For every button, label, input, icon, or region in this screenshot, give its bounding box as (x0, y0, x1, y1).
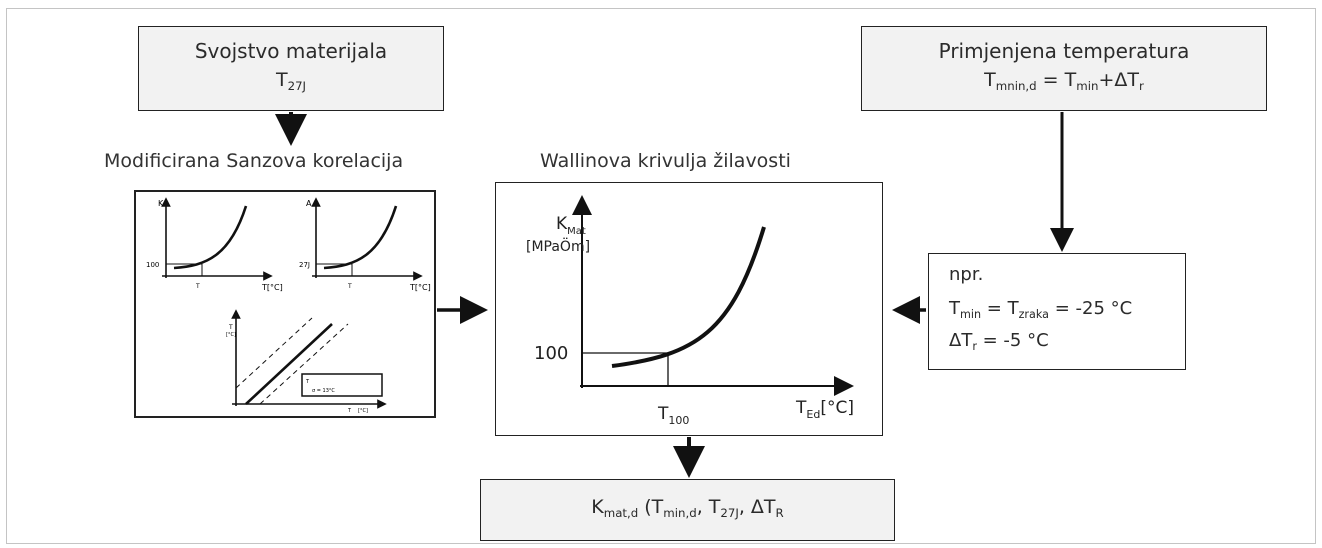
mini-graph-2-x-tick: T (347, 283, 352, 290)
result-formula: Kmat,d (Tmin,d, T27J, ΔTR (591, 496, 784, 521)
example-line-2: ΔTr = -5 °C (949, 330, 1049, 353)
mini-graph-3-y-label: T (228, 324, 233, 331)
example-box: npr. Tmin = Tzraka = -25 °C ΔTr = -5 °C (928, 253, 1186, 370)
mini-graph-impact-energy: A 27J T T[°C] (299, 197, 431, 292)
example-line-1: Tmin = Tzraka = -25 °C (949, 298, 1133, 321)
applied-temperature-box: Primjenjena temperatura Tmnin,d = Tmin+Δ… (861, 26, 1267, 111)
mini-graph-3-legend-1: T (305, 379, 310, 385)
mini-graph-1-y-label: K (158, 199, 164, 208)
mini-graph-2-x-axis: T[°C] (409, 283, 431, 292)
mini-graph-1-x-tick: T (195, 283, 200, 290)
example-heading: npr. (949, 264, 984, 285)
wallin-curve-chart: KMat [MPaÖm] 100 T100 TEd[°C] (526, 195, 854, 427)
wallin-curve-caption: Wallinova krivulja žilavosti (540, 150, 791, 172)
sanz-mini-graphs: K 100 T T[°C] A 27J T T[°C] T [°C] (146, 197, 431, 414)
mini-graph-2-ref: 27J (299, 261, 310, 269)
wallin-curve (611, 226, 766, 368)
wallin-y-label: KMat (556, 214, 586, 237)
result-box: Kmat,d (Tmin,d, T27J, ΔTR (480, 479, 895, 541)
material-property-symbol: T27J (275, 69, 307, 94)
mini-graph-3-y-unit: [°C] (226, 332, 236, 338)
figure-frame (6, 8, 1316, 544)
wallin-x-tick: T100 (657, 404, 689, 427)
mini-graph-toughness: K 100 T T[°C] (146, 197, 283, 292)
sanz-correlation-box: K 100 T T[°C] A 27J T T[°C] T [°C] (134, 190, 436, 418)
wallin-ref-value: 100 (534, 343, 568, 364)
wallin-curve-box: KMat [MPaÖm] 100 T100 TEd[°C] (495, 182, 883, 436)
material-property-box: Svojstvo materijala T27J (138, 26, 444, 111)
mini-graph-3-x-unit: [°C] (358, 408, 368, 414)
material-property-title: Svojstvo materijala (194, 39, 388, 63)
mini-graph-correlation: T [°C] T σ = 13°C T [°C] (226, 309, 387, 414)
applied-temperature-formula: Tmnin,d = Tmin+ΔTr (984, 69, 1144, 94)
mini-graph-2-y-label: A (306, 199, 312, 208)
mini-graph-3-x-axis: T (347, 408, 352, 414)
wallin-x-axis-label: TEd[°C] (795, 398, 854, 421)
mini-graph-3-legend-2: σ = 13°C (312, 388, 335, 394)
mini-graph-1-ref: 100 (146, 261, 159, 269)
applied-temperature-title: Primjenjena temperatura (938, 39, 1190, 63)
sanz-correlation-caption: Modificirana Sanzova korelacija (104, 150, 404, 172)
wallin-y-unit: [MPaÖm] (526, 237, 590, 255)
mini-graph-1-x-axis: T[°C] (261, 283, 283, 292)
